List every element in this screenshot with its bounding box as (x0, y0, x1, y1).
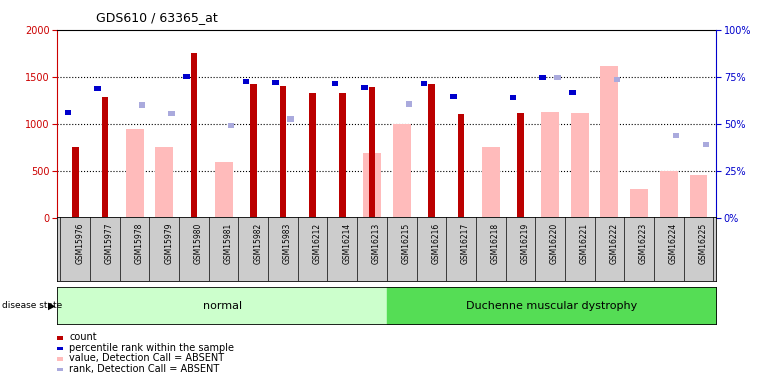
Bar (169, 111, 175, 116)
Text: GSM16225: GSM16225 (699, 223, 708, 264)
Text: GSM16220: GSM16220 (550, 223, 559, 264)
Bar (569, 90, 575, 95)
Bar (630, 189, 648, 217)
Bar (228, 123, 234, 128)
Bar (702, 142, 709, 147)
Bar (458, 114, 464, 218)
Bar (243, 79, 249, 84)
Bar (509, 95, 516, 100)
Text: GDS610 / 63365_at: GDS610 / 63365_at (96, 11, 218, 24)
Bar (139, 102, 146, 108)
Bar (450, 94, 457, 99)
Text: GSM15980: GSM15980 (194, 223, 203, 264)
Text: rank, Detection Call = ABSENT: rank, Detection Call = ABSENT (69, 364, 219, 374)
Text: GSM16216: GSM16216 (431, 223, 440, 264)
Bar (309, 93, 316, 218)
Bar (673, 134, 679, 138)
Bar (614, 77, 620, 82)
Bar (272, 80, 279, 85)
Bar (250, 84, 257, 218)
Bar (539, 75, 546, 80)
Text: GSM16222: GSM16222 (610, 223, 618, 264)
Bar (94, 86, 101, 91)
Text: GSM16214: GSM16214 (342, 223, 352, 264)
Bar (362, 85, 368, 90)
Text: GSM16218: GSM16218 (491, 223, 499, 264)
Text: GSM16213: GSM16213 (372, 223, 381, 264)
Bar (155, 147, 173, 218)
Bar (517, 113, 524, 218)
Bar (571, 113, 588, 218)
Text: GSM16223: GSM16223 (639, 223, 648, 264)
Text: GSM16221: GSM16221 (580, 223, 589, 264)
Bar (406, 102, 412, 106)
Bar (393, 124, 411, 218)
Text: GSM15982: GSM15982 (254, 223, 262, 264)
Text: Duchenne muscular dystrophy: Duchenne muscular dystrophy (466, 301, 637, 310)
Bar (214, 162, 233, 218)
Text: GSM15978: GSM15978 (135, 223, 143, 264)
Bar (660, 171, 678, 217)
Bar (421, 81, 427, 86)
Text: GSM15977: GSM15977 (105, 223, 114, 264)
Text: GSM16224: GSM16224 (669, 223, 678, 264)
Text: GSM16212: GSM16212 (313, 223, 322, 264)
Bar (339, 93, 345, 218)
Bar (183, 74, 190, 80)
Text: GSM15976: GSM15976 (75, 223, 84, 264)
Bar (482, 147, 499, 218)
Text: value, Detection Call = ABSENT: value, Detection Call = ABSENT (69, 354, 224, 363)
Text: GSM16217: GSM16217 (461, 223, 470, 264)
Bar (72, 147, 79, 218)
Text: count: count (69, 333, 97, 342)
Bar (601, 66, 618, 218)
Text: GSM16219: GSM16219 (520, 223, 529, 264)
Bar (363, 153, 381, 218)
Bar (554, 75, 561, 80)
Bar (64, 110, 71, 115)
Bar (126, 129, 143, 218)
Text: percentile rank within the sample: percentile rank within the sample (69, 343, 234, 353)
Text: normal: normal (202, 301, 242, 310)
Bar (428, 84, 434, 218)
Bar (541, 112, 559, 218)
Bar (287, 116, 293, 122)
Text: GSM16215: GSM16215 (401, 223, 411, 264)
Text: GSM15983: GSM15983 (283, 223, 292, 264)
Bar (368, 87, 375, 218)
Bar (191, 54, 197, 217)
Text: disease state: disease state (2, 301, 62, 310)
Text: GSM15979: GSM15979 (164, 223, 173, 264)
Bar (689, 176, 707, 217)
Bar (280, 86, 286, 218)
Text: GSM15981: GSM15981 (224, 223, 233, 264)
Bar (332, 81, 338, 86)
Bar (102, 97, 108, 218)
Text: ▶: ▶ (47, 301, 55, 310)
